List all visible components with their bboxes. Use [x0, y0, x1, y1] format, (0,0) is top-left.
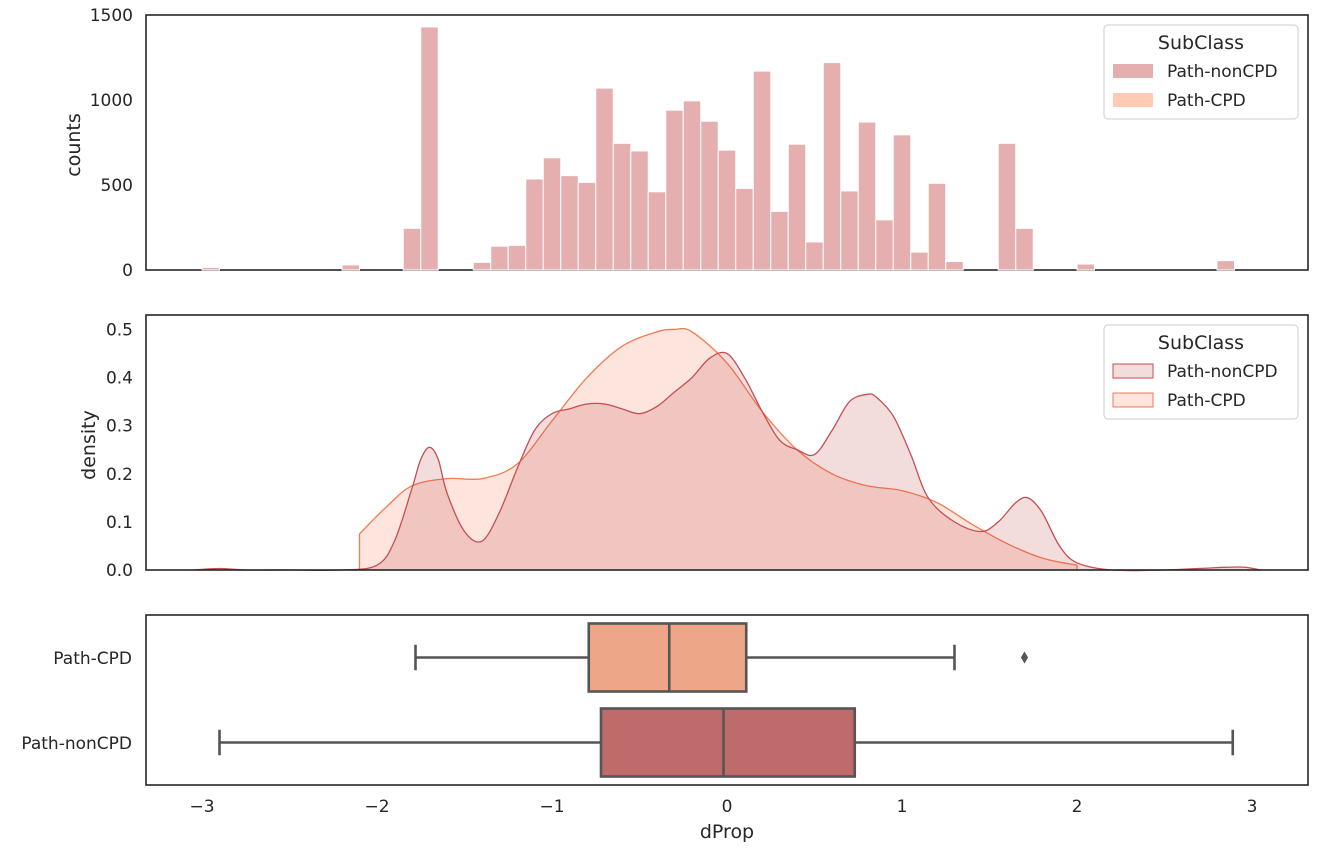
- histogram-legend: SubClass Path-nonCPD Path-CPD: [1103, 24, 1299, 120]
- legend-title: SubClass: [1158, 32, 1244, 54]
- histogram-bar: [700, 120, 719, 271]
- boxplot-frame: [145, 614, 1309, 786]
- histogram-bar: [717, 149, 737, 271]
- legend-label-path-cpd: Path-CPD: [1167, 91, 1246, 111]
- histogram-panel: 0 500 1000 1500 counts SubClass Path-nonCPD…: [63, 6, 1309, 281]
- kde-line-path-noncpd: [193, 351, 1261, 572]
- histogram-bar: [201, 266, 220, 271]
- histogram-bar: [472, 261, 492, 271]
- y-tick-label: 0.0: [106, 561, 133, 581]
- histogram-bar: [1015, 227, 1034, 271]
- histogram-bar: [892, 134, 912, 271]
- histogram-bars: [201, 26, 1235, 271]
- histogram-bar: [840, 190, 859, 271]
- x-tick-label: 0: [722, 797, 733, 817]
- y-tick-label: 0: [122, 261, 133, 281]
- category-label-path-noncpd: Path-nonCPD: [21, 734, 132, 754]
- kde-y-axis-label: density: [78, 410, 100, 480]
- x-tick-label: −2: [364, 797, 389, 817]
- boxplot-boxes: [218, 622, 1235, 778]
- histogram-bar: [420, 26, 439, 271]
- histogram-bar: [857, 121, 877, 271]
- histogram-bar: [542, 157, 562, 271]
- category-label-path-cpd: Path-CPD: [53, 649, 132, 669]
- x-axis-ticks: −3 −2 −1 0 1 2 3: [189, 797, 1257, 817]
- histogram-bar: [927, 182, 947, 271]
- y-tick-label: 0.5: [106, 320, 133, 340]
- legend-label-path-cpd: Path-CPD: [1167, 391, 1246, 411]
- x-tick-label: 2: [1072, 797, 1083, 817]
- histogram-bar: [647, 191, 667, 271]
- histogram-bar: [560, 175, 579, 271]
- histogram-bar: [507, 244, 527, 271]
- box-path-cpd: [587, 622, 748, 693]
- histogram-bar: [910, 251, 929, 271]
- boxplot-panel: Path-CPD Path-nonCPD −3 −2 −1 0 1 2 3 dProp: [21, 614, 1309, 843]
- y-tick-label: 0.2: [106, 465, 133, 485]
- legend-swatch-path-noncpd: [1113, 64, 1153, 78]
- histogram-bar: [735, 187, 754, 271]
- kde-panel: 0.0 0.1 0.2 0.3 0.4 0.5 density SubClass Path…: [78, 314, 1309, 581]
- legend-swatch-path-cpd: [1113, 93, 1153, 107]
- x-tick-label: −3: [189, 797, 214, 817]
- histogram-bar: [822, 62, 842, 271]
- legend-title: SubClass: [1158, 332, 1244, 354]
- histogram-bar: [1076, 263, 1095, 271]
- x-axis-label: dProp: [700, 821, 754, 843]
- x-tick-label: 1: [897, 797, 908, 817]
- histogram-bar: [787, 143, 807, 271]
- histogram-bar: [665, 109, 684, 271]
- histogram-bar: [945, 261, 964, 271]
- y-tick-label: 500: [101, 176, 133, 196]
- y-tick-label: 0.4: [106, 369, 133, 389]
- kde-line-path-cpd: [358, 327, 1078, 570]
- histogram-bar: [752, 70, 772, 271]
- legend-swatch-path-noncpd: [1112, 363, 1154, 379]
- histogram-bar: [525, 178, 544, 271]
- kde-areas: [193, 327, 1261, 572]
- histogram-bar: [770, 210, 789, 271]
- legend-swatch-path-cpd: [1112, 392, 1154, 408]
- kde-frame: [145, 314, 1309, 571]
- histogram-bar: [805, 241, 824, 271]
- histogram-bar: [682, 100, 702, 271]
- histogram-bar: [595, 87, 614, 271]
- y-tick-label: 1000: [90, 91, 133, 111]
- y-tick-label: 0.3: [106, 417, 133, 437]
- y-tick-label: 1500: [90, 6, 133, 26]
- histogram-bar: [630, 150, 649, 271]
- histogram-bar: [341, 264, 360, 271]
- histogram-bar: [612, 142, 632, 271]
- kde-legend: SubClass Path-nonCPD Path-CPD: [1103, 324, 1299, 420]
- outlier-marker-path-cpd: [1020, 651, 1029, 664]
- histogram-bar: [875, 219, 894, 271]
- histogram-bar: [997, 142, 1017, 271]
- box-path-noncpd: [599, 707, 857, 778]
- histogram-bar: [1216, 260, 1235, 271]
- y-tick-label: 0.1: [106, 513, 133, 533]
- histogram-bar: [577, 181, 597, 271]
- kde-area-path-cpd: [359, 328, 1077, 570]
- legend-label-path-noncpd: Path-nonCPD: [1167, 62, 1278, 82]
- histogram-bar: [490, 245, 509, 271]
- kde-y-ticks: 0.0 0.1 0.2 0.3 0.4 0.5: [106, 320, 133, 581]
- kde-area-path-noncpd: [193, 352, 1261, 571]
- legend-label-path-noncpd: Path-nonCPD: [1167, 362, 1278, 382]
- histogram-bar: [402, 227, 422, 271]
- x-tick-label: −1: [539, 797, 564, 817]
- x-tick-label: 3: [1247, 797, 1258, 817]
- histogram-y-axis-label: counts: [63, 113, 85, 177]
- histogram-y-ticks: 0 500 1000 1500: [90, 6, 133, 281]
